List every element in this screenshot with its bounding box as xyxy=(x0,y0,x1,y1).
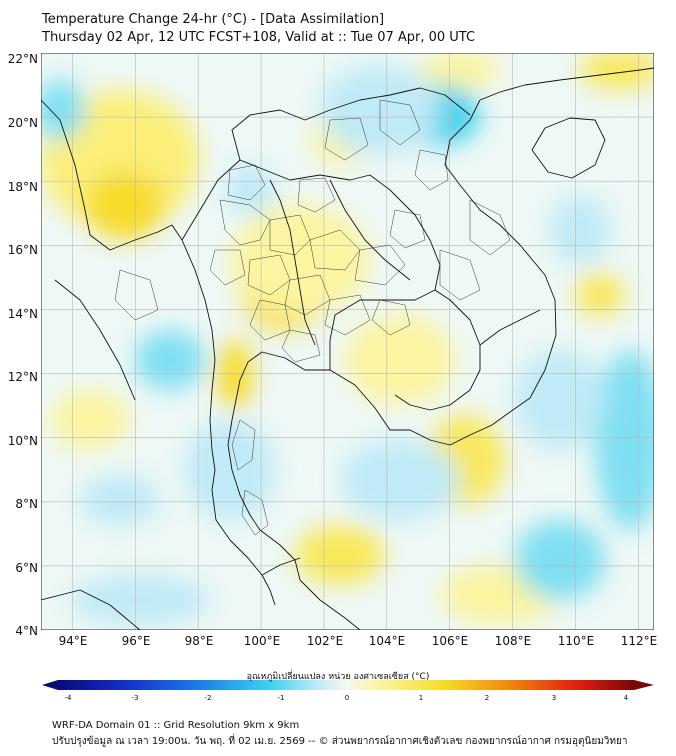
colorbar-tick-0: 0 xyxy=(344,694,350,702)
map-gridlines xyxy=(41,53,654,630)
colorbar-tick-4: 4 xyxy=(623,694,629,702)
lon-tick-110: 110°E xyxy=(557,634,595,648)
lat-tick-4: 4°N xyxy=(15,624,38,638)
lat-tick-8: 8°N xyxy=(15,497,38,511)
lat-tick-18: 18°N xyxy=(7,180,38,194)
colorbar-tick-neg2: -2 xyxy=(204,694,212,702)
lon-tick-102: 102°E xyxy=(306,634,344,648)
lat-tick-14: 14°N xyxy=(7,307,38,321)
lon-tick-104: 104°E xyxy=(368,634,406,648)
lon-tick-100: 100°E xyxy=(243,634,281,648)
footer-model-info: WRF-DA Domain 01 :: Grid Resolution 9km … xyxy=(52,720,300,731)
lon-tick-94: 94°E xyxy=(58,634,88,648)
colorbar-tick-2: 2 xyxy=(484,694,490,702)
anomaly-field xyxy=(41,53,654,630)
province-borders xyxy=(114,99,511,536)
map-subtitle: Thursday 02 Apr, 12 UTC FCST+108, Valid … xyxy=(42,30,476,45)
lat-tick-12: 12°N xyxy=(7,370,38,384)
lat-tick-10: 10°N xyxy=(7,434,38,448)
lon-tick-106: 106°E xyxy=(431,634,469,648)
colorbar-tick-neg4: -4 xyxy=(64,694,72,702)
lon-tick-108: 108°E xyxy=(494,634,532,648)
lon-tick-112: 112°E xyxy=(620,634,658,648)
lon-tick-98: 98°E xyxy=(184,634,214,648)
colorbar-tick-3: 3 xyxy=(551,694,557,702)
lon-tick-96: 96°E xyxy=(121,634,151,648)
footer-update-info: ปรับปรุงข้อมูล ณ เวลา 19:00น. วัน พฤ. ที… xyxy=(52,736,628,747)
lat-tick-6: 6°N xyxy=(15,561,38,575)
lat-tick-22: 22°N xyxy=(7,52,38,66)
lat-tick-20: 20°N xyxy=(7,116,38,130)
colorbar-tick-neg1: -1 xyxy=(277,694,285,702)
lat-tick-16: 16°N xyxy=(7,243,38,257)
country-borders xyxy=(41,67,654,630)
colorbar-label: อุณหภูมิเปลี่ยนแปลง หน่วย องศาเซลเซียส (… xyxy=(246,672,430,682)
colorbar xyxy=(42,680,654,690)
colorbar-tick-1: 1 xyxy=(418,694,424,702)
map-title: Temperature Change 24-hr (°C) - [Data As… xyxy=(42,12,385,27)
colorbar-tick-neg3: -3 xyxy=(131,694,139,702)
